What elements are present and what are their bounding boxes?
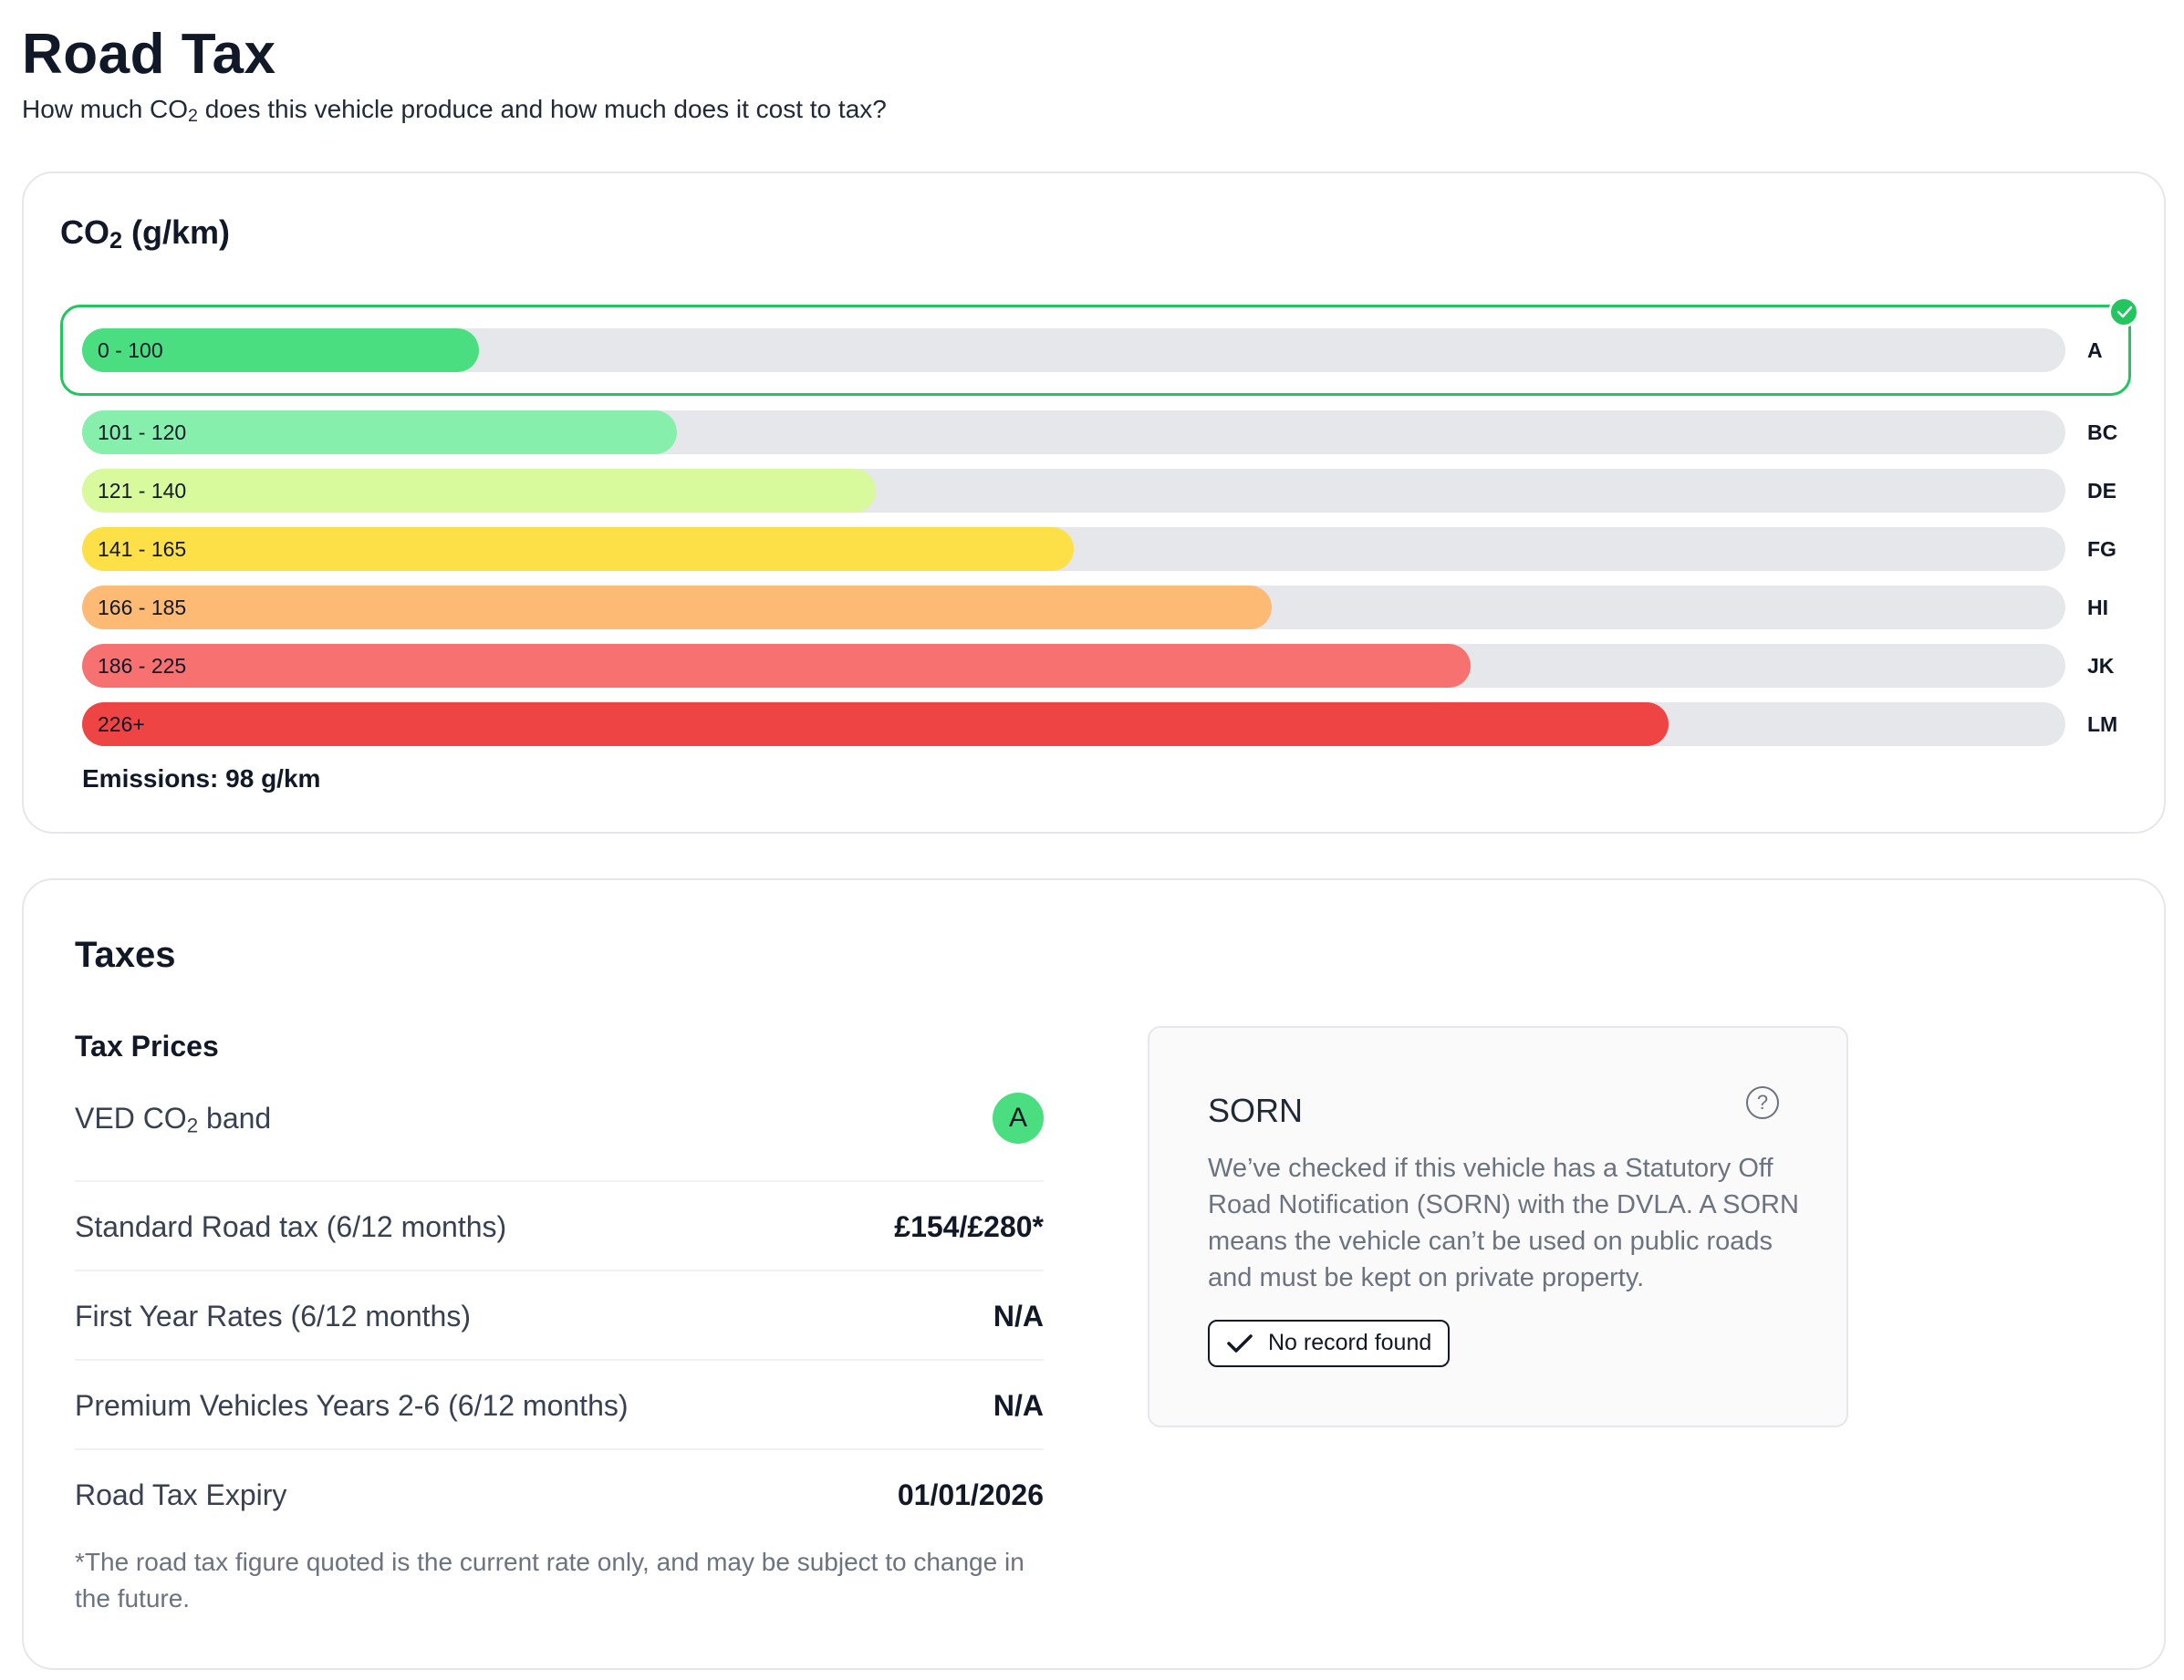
co2-band-fill [82,410,677,454]
co2-band-row: 121 - 140 DE [82,469,2124,513]
co2-band-letter: DE [2087,479,2116,503]
co2-band-fill [82,469,876,513]
tax-row-label: Standard Road tax (6/12 months) [75,1210,507,1243]
tax-row-premium: Premium Vehicles Years 2-6 (6/12 months)… [75,1361,1044,1450]
co2-band-track [82,410,2065,454]
co2-band-range: 101 - 120 [98,420,187,444]
taxes-title: Taxes [75,935,176,975]
co2-band-range: 186 - 225 [98,654,187,678]
tax-row-standard: Standard Road tax (6/12 months) £154/£28… [75,1182,1044,1271]
co2-band-track [82,469,2065,513]
co2-band-range: 0 - 100 [98,338,163,362]
tax-row-value: N/A [993,1300,1044,1333]
tax-row-value: £154/£280* [894,1210,1044,1243]
co2-band-letter: A [2087,338,2103,362]
co2-band-track [82,702,2065,746]
page-title: Road Tax [22,23,276,86]
tax-row-label: First Year Rates (6/12 months) [75,1300,471,1333]
co2-band-fill [82,527,1074,571]
co2-band-track [82,644,2065,688]
sorn-panel: SORN ? We’ve checked if this vehicle has… [1148,1026,1848,1427]
co2-band-letter: BC [2087,420,2118,444]
taxes-card: Taxes Tax Prices VED CO2 band A Standard… [22,878,2166,1670]
tax-prices-title: Tax Prices [75,1030,219,1063]
co2-band-row: 186 - 225 JK [82,644,2124,688]
co2-band-fill [82,702,1669,746]
co2-band-row: 226+ LM [82,702,2124,746]
co2-band-fill [82,328,479,372]
check-icon [1227,1334,1253,1353]
tax-row-label: Premium Vehicles Years 2-6 (6/12 months) [75,1389,629,1422]
co2-band-track [82,328,2065,372]
sorn-status-text: No record found [1268,1330,1432,1355]
sorn-status-badge: No record found [1208,1320,1451,1367]
co2-band-letter: FG [2087,537,2116,561]
co2-band-range: 121 - 140 [98,479,187,503]
co2-band-range: 226+ [98,712,145,736]
tax-row-expiry: Road Tax Expiry 01/01/2026 [75,1450,1044,1540]
co2-band-letter: JK [2087,654,2115,678]
page-subtitle: How much CO2 does this vehicle produce a… [22,95,887,126]
help-icon[interactable]: ? [1746,1086,1779,1119]
selected-band-highlight [60,296,2139,396]
ved-band-row: VED CO2 band A [75,1093,1044,1182]
co2-band-row: 141 - 165 FG [82,527,2124,571]
ved-band-badge: A [993,1093,1044,1144]
ved-band-label: VED CO2 band [75,1102,272,1137]
co2-band-fill [82,586,1272,629]
co2-band-fill [82,644,1471,688]
co2-band-row: 166 - 185 HI [82,586,2124,629]
co2-band-row: 0 - 100 A [82,328,2124,372]
co2-band-track [82,527,2065,571]
check-circle-icon [2108,296,2139,327]
co2-band-letter: HI [2087,596,2108,619]
sorn-title: SORN [1208,1092,1304,1129]
tax-row-label: Road Tax Expiry [75,1478,287,1511]
co2-title: CO2 (g/km) [60,213,231,254]
co2-band-row: 101 - 120 BC [82,410,2124,454]
tax-row-value: N/A [993,1389,1044,1422]
co2-band-range: 166 - 185 [98,596,187,619]
emissions-value: Emissions: 98 g/km [82,764,321,793]
tax-footnote: *The road tax figure quoted is the curre… [75,1548,1024,1613]
co2-card: CO2 (g/km) 0 - 100 A 101 - 120 BC 121 - 140 D… [22,171,2166,834]
co2-band-letter: LM [2087,712,2118,736]
sorn-description: We’ve checked if this vehicle has a Stat… [1208,1154,1799,1292]
co2-band-range: 141 - 165 [98,537,187,561]
tax-row-value: 01/01/2026 [897,1478,1044,1511]
tax-row-first-year: First Year Rates (6/12 months) N/A [75,1271,1044,1361]
co2-band-track [82,586,2065,629]
